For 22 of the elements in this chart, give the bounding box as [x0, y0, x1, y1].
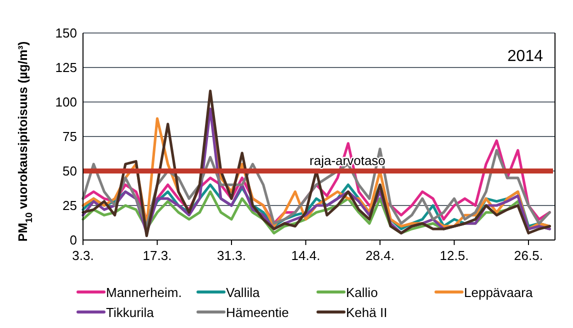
x-tick-label: 12.5.: [440, 248, 469, 263]
x-tick-label: 31.3.: [217, 248, 246, 263]
y-tick-label: 0: [70, 232, 77, 248]
x-tick-label: 3.3.: [72, 248, 94, 263]
x-tick-label: 14.4.: [291, 248, 320, 263]
y-tick-label: 50: [62, 164, 77, 178]
legend-label: Kehä II: [346, 305, 388, 320]
x-tick-label: 28.4.: [366, 248, 394, 263]
legend-label: Hämeentie: [226, 305, 289, 320]
legend-label: Vallila: [226, 285, 260, 300]
legend-label: Kallio: [346, 285, 378, 300]
legend-label: Leppävaara: [464, 285, 534, 300]
y-tick-label: 125: [55, 60, 77, 75]
y-tick-label: 75: [62, 129, 77, 144]
y-tick-label: 25: [62, 198, 77, 213]
x-tick-label: 26.5.: [514, 248, 543, 263]
legend-label: Mannerheim.: [106, 285, 182, 300]
text: 2014: [507, 48, 544, 65]
x-tick-label: 17.3.: [142, 248, 172, 263]
legend-label: Tikkurila: [106, 305, 155, 320]
y-tick-label: 100: [55, 94, 77, 110]
y-tick-label: 150: [55, 26, 77, 40]
